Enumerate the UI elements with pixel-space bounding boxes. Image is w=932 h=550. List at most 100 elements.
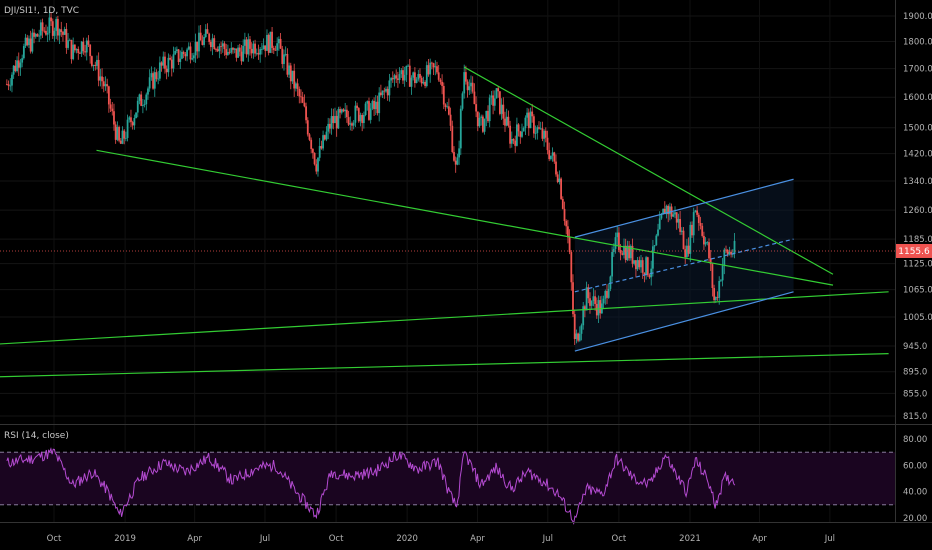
candle-body (657, 229, 659, 236)
candle-body (19, 62, 22, 68)
candle-body (519, 131, 522, 137)
candle-body (264, 45, 267, 51)
candle-body (21, 58, 24, 63)
time-tick-label: 2019 (114, 534, 136, 544)
candle-body (250, 48, 253, 54)
candle-body (512, 139, 515, 141)
candle-body (618, 232, 620, 250)
candle-body (590, 300, 593, 306)
time-tick-label: Oct (612, 534, 627, 544)
candle-body (674, 212, 676, 215)
candle-body (230, 47, 233, 53)
candle-body (172, 54, 175, 69)
candle-body (495, 88, 498, 99)
candle-body (277, 38, 280, 44)
last-price-label: 1155.6 (898, 247, 930, 257)
candle-body (252, 43, 255, 54)
candle-body (84, 51, 86, 53)
candle-body (237, 47, 239, 58)
time-tick-label: Apr (470, 534, 485, 544)
candle-body (686, 245, 688, 258)
candle-body (92, 64, 95, 66)
candle-body (708, 242, 710, 259)
candle-body (12, 65, 15, 75)
candle-body (481, 116, 484, 132)
candle-body (206, 29, 209, 34)
candle-body (301, 96, 304, 103)
candle-body (510, 139, 513, 144)
candle-body (99, 76, 102, 81)
candle-body (347, 117, 350, 125)
candle-body (378, 92, 381, 114)
candle-body (226, 51, 229, 55)
candle-body (63, 28, 66, 35)
price-tick-label: 1185.0 (903, 235, 932, 245)
candle-body (635, 260, 637, 270)
candle-body (259, 49, 262, 55)
candle-body (223, 43, 226, 50)
candle-body (400, 70, 403, 75)
candle-body (436, 66, 438, 73)
candle-body (706, 242, 709, 244)
candle-body (136, 100, 139, 113)
candle-body (254, 43, 256, 54)
trend-line (96, 149, 834, 286)
candle-body (58, 29, 61, 36)
candle-body (415, 79, 418, 83)
candle-body (313, 152, 316, 165)
candle-body (575, 333, 578, 339)
candle-body (694, 210, 697, 213)
candle-body (429, 62, 432, 75)
candle-body (160, 62, 163, 66)
price-tick-label: 1420.0 (903, 150, 932, 160)
trend-lines (0, 66, 889, 378)
candle-body (561, 198, 564, 209)
candle-body (288, 65, 290, 75)
candle-body (28, 38, 30, 46)
candle-body (419, 73, 421, 78)
candle-body (345, 109, 348, 118)
candle-body (522, 128, 525, 132)
rsi-title[interactable]: RSI (14, close) (4, 431, 69, 441)
candle-body (228, 51, 231, 53)
candle-body (493, 98, 496, 106)
candle-body (374, 101, 377, 110)
candle-body (215, 49, 217, 50)
candle-body (449, 114, 452, 126)
candle-body (410, 77, 413, 87)
candle-body (403, 74, 406, 81)
candle-body (90, 56, 93, 66)
candle-body (687, 245, 690, 254)
candle-body (281, 48, 284, 64)
price-axis[interactable]: 815.0 855.0 895.0 945.0 1005.0 1065.0 1125.0 11… (903, 12, 932, 422)
candle-body (359, 114, 362, 122)
rsi-axis[interactable]: 20.00 40.00 60.00 80.00 (903, 435, 927, 524)
candle-body (315, 164, 318, 172)
candle-body (157, 78, 160, 80)
candle-body (300, 96, 302, 98)
candle-body (696, 210, 699, 215)
candle-body (342, 109, 345, 112)
candle-body (430, 62, 433, 64)
candle-body (276, 43, 279, 51)
candle-body (294, 83, 297, 89)
candle-body (531, 111, 534, 117)
candle-body (24, 37, 27, 47)
time-axis[interactable]: Oct 2019 Apr Jul Oct 2020 Apr Jul Oct 2021 Apr Jul (47, 534, 835, 544)
candle-body (451, 125, 454, 153)
candle-body (611, 252, 614, 277)
candle-body (361, 114, 364, 124)
candle-body (232, 47, 234, 50)
candle-body (369, 108, 372, 120)
candle-body (65, 28, 68, 48)
rsi-band (0, 452, 895, 505)
candle-body (249, 39, 251, 49)
candle-body (51, 21, 54, 36)
candle-body (538, 127, 540, 129)
candle-body (211, 38, 214, 48)
candle-body (41, 22, 44, 31)
candle-body (463, 72, 466, 94)
candle-body (191, 58, 194, 60)
candle-body (614, 237, 617, 249)
symbol-title[interactable]: DJI/SI1!, 1D, TVC (4, 6, 80, 16)
